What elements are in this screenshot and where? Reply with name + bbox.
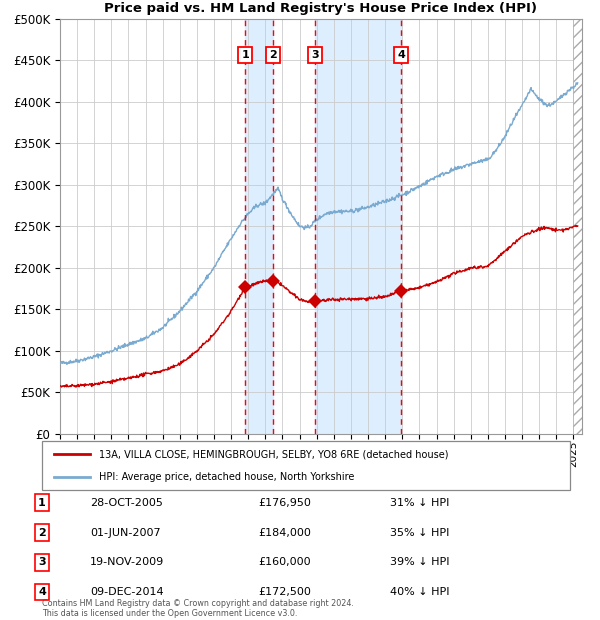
Text: 01-JUN-2007: 01-JUN-2007 (90, 528, 161, 538)
Text: £160,000: £160,000 (258, 557, 311, 567)
Title: 13A, VILLA CLOSE, HEMINGBROUGH, SELBY, YO8 6RE
Price paid vs. HM Land Registry's: 13A, VILLA CLOSE, HEMINGBROUGH, SELBY, Y… (104, 0, 538, 15)
Bar (314, 19, 401, 434)
Text: 1: 1 (38, 498, 46, 508)
Text: 4: 4 (38, 587, 46, 597)
FancyBboxPatch shape (42, 441, 570, 490)
Text: £184,000: £184,000 (258, 528, 311, 538)
Text: £172,500: £172,500 (258, 587, 311, 597)
Text: 1: 1 (241, 50, 249, 60)
Text: 31% ↓ HPI: 31% ↓ HPI (390, 498, 449, 508)
Text: Contains HM Land Registry data © Crown copyright and database right 2024.
This d: Contains HM Land Registry data © Crown c… (42, 599, 354, 618)
Text: HPI: Average price, detached house, North Yorkshire: HPI: Average price, detached house, Nort… (99, 472, 355, 482)
Text: 2: 2 (38, 528, 46, 538)
Text: £176,950: £176,950 (258, 498, 311, 508)
Text: 13A, VILLA CLOSE, HEMINGBROUGH, SELBY, YO8 6RE (detached house): 13A, VILLA CLOSE, HEMINGBROUGH, SELBY, Y… (99, 450, 449, 459)
Text: 3: 3 (38, 557, 46, 567)
Text: 40% ↓ HPI: 40% ↓ HPI (390, 587, 449, 597)
Text: 28-OCT-2005: 28-OCT-2005 (90, 498, 163, 508)
Text: 4: 4 (397, 50, 405, 60)
Text: 09-DEC-2014: 09-DEC-2014 (90, 587, 164, 597)
Text: 19-NOV-2009: 19-NOV-2009 (90, 557, 164, 567)
Text: 39% ↓ HPI: 39% ↓ HPI (390, 557, 449, 567)
Text: 35% ↓ HPI: 35% ↓ HPI (390, 528, 449, 538)
Text: 3: 3 (311, 50, 319, 60)
Bar (245, 19, 272, 434)
Text: 2: 2 (269, 50, 277, 60)
